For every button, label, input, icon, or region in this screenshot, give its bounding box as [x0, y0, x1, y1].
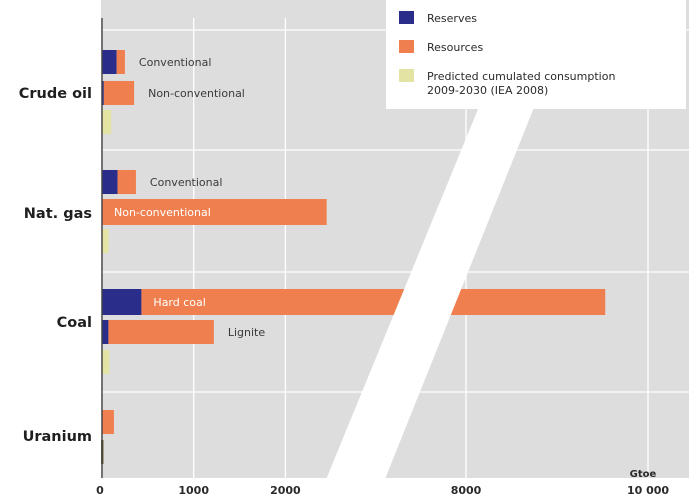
legend-label: Reserves [427, 12, 477, 25]
bar-label: Non-conventional [148, 87, 245, 100]
x-tick-label: 10 000 [627, 484, 669, 497]
category-label: Nat. gas [24, 206, 92, 222]
category-labels: Crude oil Nat. gas Coal Uranium [19, 86, 92, 445]
bar-reserves [102, 170, 118, 194]
bar-label: Conventional [139, 56, 212, 69]
legend-box [386, 0, 686, 109]
bar-resources [117, 170, 136, 194]
bar-resources [141, 289, 606, 315]
bar-consumption [102, 350, 110, 374]
legend-label-line2: 2009-2030 (IEA 2008) [427, 84, 548, 97]
x-tick-labels: 0 1000 2000 8000 10 000 [96, 484, 669, 497]
category-label: Uranium [23, 429, 92, 445]
bar-reserves [102, 50, 117, 74]
bar-labels: Conventional Non-conventional Conventional… [114, 56, 265, 339]
legend-swatch [399, 69, 414, 82]
bar-resources [103, 81, 135, 105]
bar-resources [116, 50, 125, 74]
bar-consumption [102, 229, 109, 253]
legend-label: Resources [427, 41, 483, 54]
bars [101, 50, 606, 464]
bar-label: Hard coal [153, 296, 205, 309]
axis-break [316, 80, 545, 504]
x-tick-label: 0 [96, 484, 104, 497]
category-label: Crude oil [19, 86, 92, 102]
legend-label: Predicted cumulated consumption [427, 70, 615, 83]
bar-reserves [102, 320, 109, 344]
x-unit-label: Gtoe [630, 469, 657, 480]
category-label: Coal [57, 315, 92, 331]
bar-resources [102, 410, 114, 434]
bar-resources [108, 320, 214, 344]
bar-reserves [102, 81, 104, 105]
bar-label: Lignite [228, 326, 266, 339]
bar-label: Conventional [150, 176, 223, 189]
legend-swatch [399, 11, 414, 24]
bar-reserves [102, 289, 142, 315]
x-tick-label: 2000 [270, 484, 301, 497]
bar-resources [102, 199, 327, 225]
x-tick-label: 1000 [178, 484, 209, 497]
legend: Reserves Resources Predicted cumulated con… [386, 0, 686, 109]
bar-label: Non-conventional [114, 206, 211, 219]
x-tick-label: 8000 [451, 484, 482, 497]
legend-swatch [399, 40, 414, 53]
bar-consumption [102, 110, 112, 134]
